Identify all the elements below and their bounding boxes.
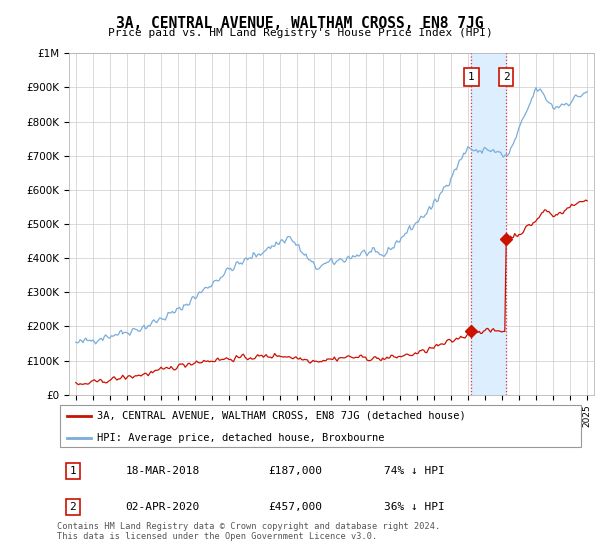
- Text: £187,000: £187,000: [268, 466, 322, 476]
- Text: £457,000: £457,000: [268, 502, 322, 512]
- Text: 02-APR-2020: 02-APR-2020: [125, 502, 200, 512]
- Bar: [472, 53, 506, 395]
- Text: Contains HM Land Registry data © Crown copyright and database right 2024.
This d: Contains HM Land Registry data © Crown c…: [57, 522, 440, 542]
- Text: 2: 2: [503, 72, 509, 82]
- Text: HPI: Average price, detached house, Broxbourne: HPI: Average price, detached house, Brox…: [97, 433, 384, 442]
- Text: 36% ↓ HPI: 36% ↓ HPI: [385, 502, 445, 512]
- Text: 74% ↓ HPI: 74% ↓ HPI: [385, 466, 445, 476]
- Text: 1: 1: [468, 72, 475, 82]
- Text: 3A, CENTRAL AVENUE, WALTHAM CROSS, EN8 7JG: 3A, CENTRAL AVENUE, WALTHAM CROSS, EN8 7…: [116, 16, 484, 31]
- Text: 2: 2: [70, 502, 76, 512]
- Text: 1: 1: [70, 466, 76, 476]
- Text: 3A, CENTRAL AVENUE, WALTHAM CROSS, EN8 7JG (detached house): 3A, CENTRAL AVENUE, WALTHAM CROSS, EN8 7…: [97, 410, 466, 421]
- Text: 18-MAR-2018: 18-MAR-2018: [125, 466, 200, 476]
- Text: Price paid vs. HM Land Registry's House Price Index (HPI): Price paid vs. HM Land Registry's House …: [107, 28, 493, 38]
- FancyBboxPatch shape: [59, 405, 581, 447]
